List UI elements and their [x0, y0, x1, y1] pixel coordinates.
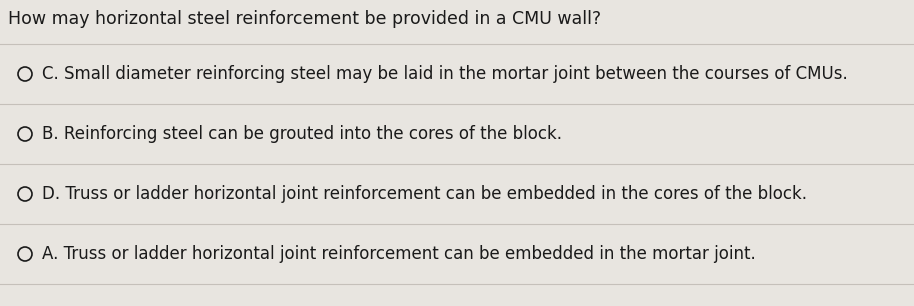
Text: How may horizontal steel reinforcement be provided in a CMU wall?: How may horizontal steel reinforcement b… [8, 10, 601, 28]
Text: C. Small diameter reinforcing steel may be laid in the mortar joint between the : C. Small diameter reinforcing steel may … [42, 65, 848, 83]
Text: B. Reinforcing steel can be grouted into the cores of the block.: B. Reinforcing steel can be grouted into… [42, 125, 562, 143]
Text: A. Truss or ladder horizontal joint reinforcement can be embedded in the mortar : A. Truss or ladder horizontal joint rein… [42, 245, 756, 263]
Text: D. Truss or ladder horizontal joint reinforcement can be embedded in the cores o: D. Truss or ladder horizontal joint rein… [42, 185, 807, 203]
